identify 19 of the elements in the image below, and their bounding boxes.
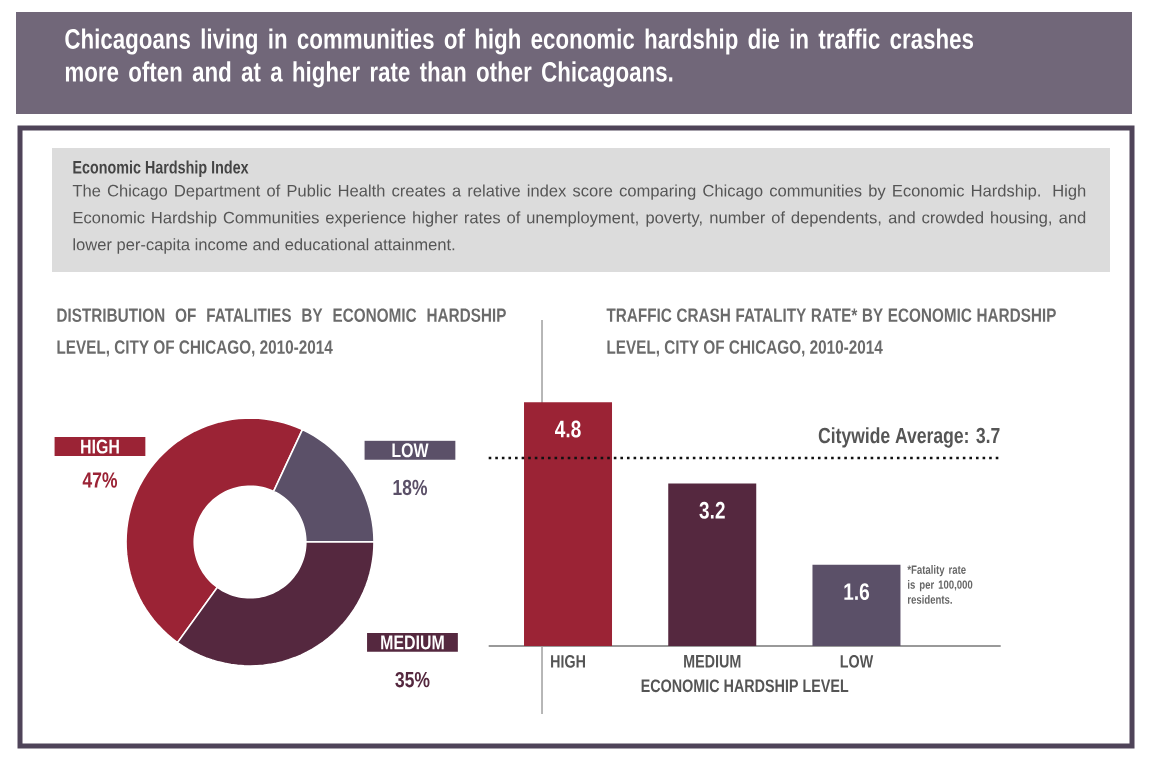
slice-label: HIGH <box>81 439 119 454</box>
data-label: 4.8 <box>555 420 581 438</box>
x-tick-label: LOW <box>840 655 874 668</box>
slice-label: MEDIUM <box>381 635 444 650</box>
x-axis-title: ECONOMIC HARDSHIP LEVEL <box>641 679 849 693</box>
data-label: 47% <box>82 472 118 488</box>
chart-title: DISTRIBUTION OF FATALITIES BY ECONOMIC HARDSHIP LEVEL, CITY OF CHICAGO, 2010-2014 <box>57 308 506 357</box>
text: The Chicago Department of Public Health creates a relative index score comparing Chicago communities by Economic Hardship. High Economic Hardship Communities experience higher rates of unemployment, poverty, number of dependents, and crowded housing, and lower per-capita income and educational attainment. <box>72 184 1086 254</box>
chart-title: TRAFFIC CRASH FATALITY RATE* BY ECONOMIC HARDSHIP LEVEL, CITY OF CHICAGO, 2010-2014 <box>606 308 1056 357</box>
x-tick-label: MEDIUM <box>684 655 741 668</box>
ref-line-label: Citywide Average: 3.7 <box>818 427 1000 448</box>
data-label: 1.6 <box>844 583 870 601</box>
slice-label: LOW <box>392 443 429 458</box>
data-label: 3.2 <box>699 501 725 519</box>
text: Chicagoans living in communities of high economic hardship die in traffic crashes more often and at a higher rate than other Chicagoans. <box>65 28 974 88</box>
x-tick-label: HIGH <box>551 655 585 668</box>
text: Economic Hardship Index <box>73 160 249 178</box>
data-label: 35% <box>395 671 430 688</box>
data-label: 18% <box>393 479 428 496</box>
